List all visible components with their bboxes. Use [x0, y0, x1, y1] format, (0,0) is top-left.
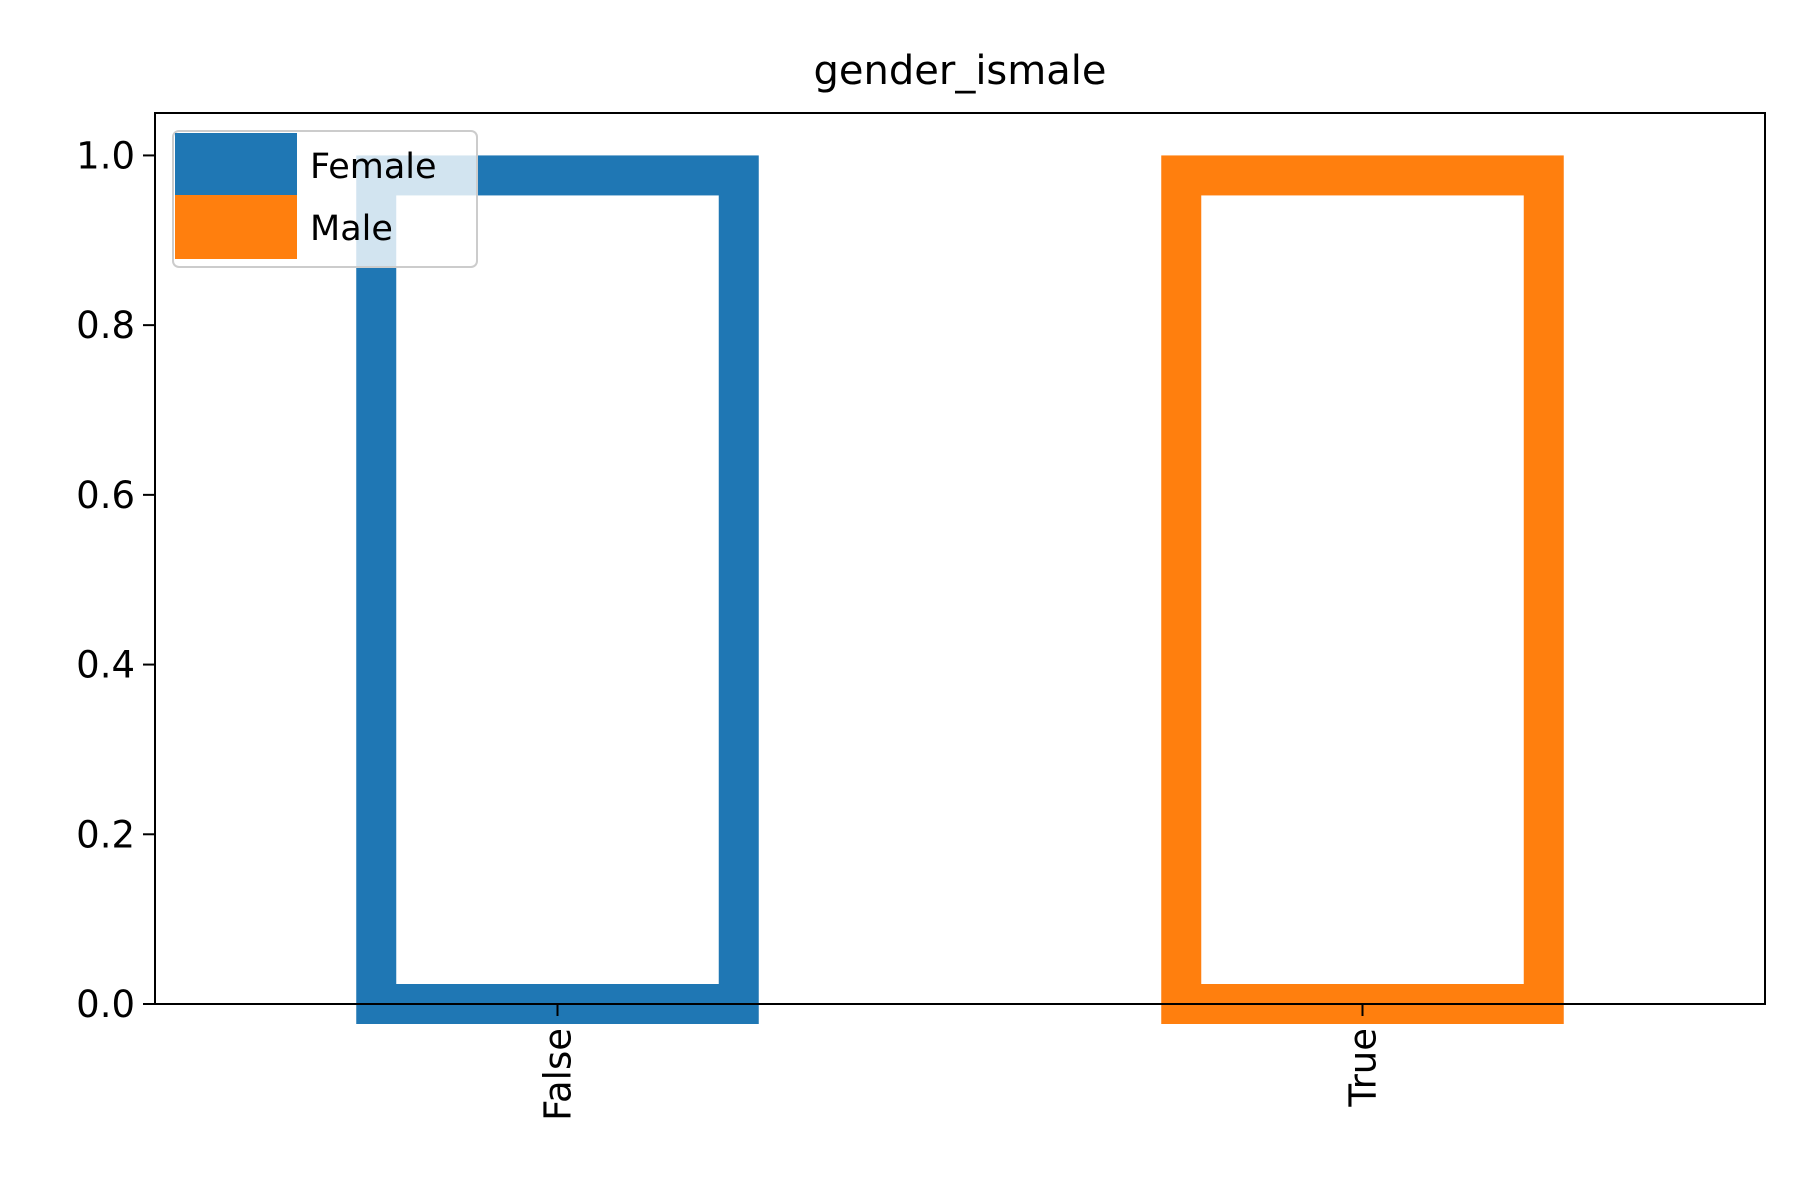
bar-female-false	[356, 155, 759, 1024]
plot-frame	[154, 112, 1766, 1005]
legend-label-female: Female	[310, 147, 437, 187]
legend: Female Male	[172, 130, 478, 268]
y-tick-label: 0.8	[76, 304, 135, 347]
x-tick-label: False	[537, 1028, 580, 1121]
x-axis: False True	[537, 1004, 1385, 1121]
y-tick-label: 0.4	[76, 644, 135, 687]
y-tick-label: 0.0	[76, 983, 135, 1026]
bar-male-true	[1161, 155, 1564, 1024]
y-tick-label: 0.2	[76, 813, 135, 856]
legend-swatch-female	[175, 133, 297, 197]
y-tick-label: 1.0	[76, 134, 135, 177]
y-axis: 0.0 0.2 0.4 0.6 0.8 1.0	[76, 134, 155, 1026]
legend-label-male: Male	[310, 209, 393, 249]
x-tick-label: True	[1342, 1028, 1385, 1108]
legend-swatch-male	[175, 195, 297, 259]
chart-title: gender_ismale	[814, 48, 1107, 94]
bars-group	[356, 155, 1564, 1024]
y-tick-label: 0.6	[76, 474, 135, 517]
